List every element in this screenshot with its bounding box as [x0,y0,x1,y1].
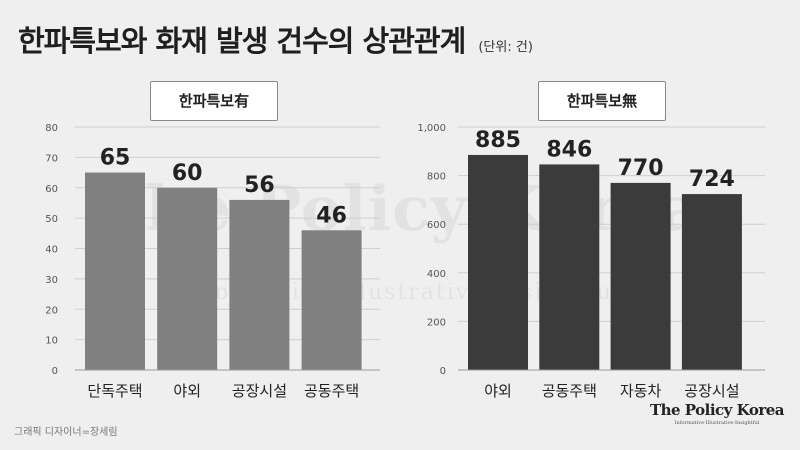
right-y-tick-label: 0 [440,366,446,377]
page-title: 한파특보와 화재 발생 건수의 상관관계 [18,24,466,58]
left-y-tick-label: 20 [45,305,58,316]
left-bar [229,199,290,370]
left-bar [157,187,218,370]
right-bar [468,154,528,370]
left-y-tick-label: 40 [45,245,58,256]
right-y-tick-label: 600 [427,220,446,231]
left-data-label: 60 [172,161,203,186]
unit-label: (단위: 건) [478,40,533,55]
left-y-tick-label: 60 [45,184,58,195]
left-y-tick-label: 10 [45,336,58,347]
brand-tagline: Informative·Illustrative·Insightful [674,420,760,426]
left-category-label: 단독주택 [87,382,142,400]
right-category-label: 자동차 [620,382,662,400]
right-bar [539,164,600,370]
left-data-label: 46 [316,203,347,228]
left-data-label: 56 [244,173,275,198]
right-y-tick-label: 800 [427,172,446,183]
left-category-label: 야외 [173,382,201,400]
left-data-label: 65 [100,146,131,171]
right-data-label: 846 [546,137,592,162]
left-category-label: 공동주택 [304,382,359,400]
graphic-credit: 그래픽 디자이너=장세림 [14,427,118,438]
left-y-tick-label: 0 [52,366,58,377]
legend-right-chart-title: 한파특보無 [538,81,666,121]
right-data-label: 724 [689,167,735,192]
left-y-tick-label: 80 [45,123,58,134]
right-y-tick-label: 400 [427,269,446,280]
left-category-label: 공장시설 [232,382,287,400]
right-category-label: 야외 [484,382,512,400]
legend-left-chart-title: 한파특보有 [150,81,278,121]
right-bar [610,182,671,370]
left-y-tick-label: 70 [45,153,58,164]
right-data-label: 770 [618,156,664,181]
left-bar [85,172,145,370]
page-header: 한파특보와 화재 발생 건수의 상관관계 (단위: 건) [18,18,533,60]
right-category-label: 공동주택 [542,382,597,400]
left-y-tick-label: 50 [45,214,58,225]
left-bar [301,230,362,370]
brand-logo: The Policy Korea Informative·Illustrativ… [649,401,785,426]
left-y-tick-label: 30 [45,275,58,286]
right-category-label: 공장시설 [684,382,739,400]
brand-name: The Policy Korea [649,401,785,419]
right-data-label: 885 [475,128,521,153]
right-y-tick-label: 200 [427,317,446,328]
right-y-tick-label: 1,000 [417,123,446,134]
right-bar [681,194,742,370]
